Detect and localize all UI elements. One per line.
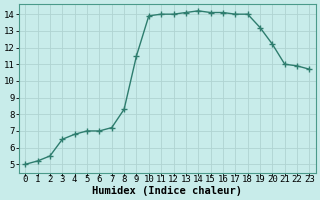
X-axis label: Humidex (Indice chaleur): Humidex (Indice chaleur) xyxy=(92,186,242,196)
